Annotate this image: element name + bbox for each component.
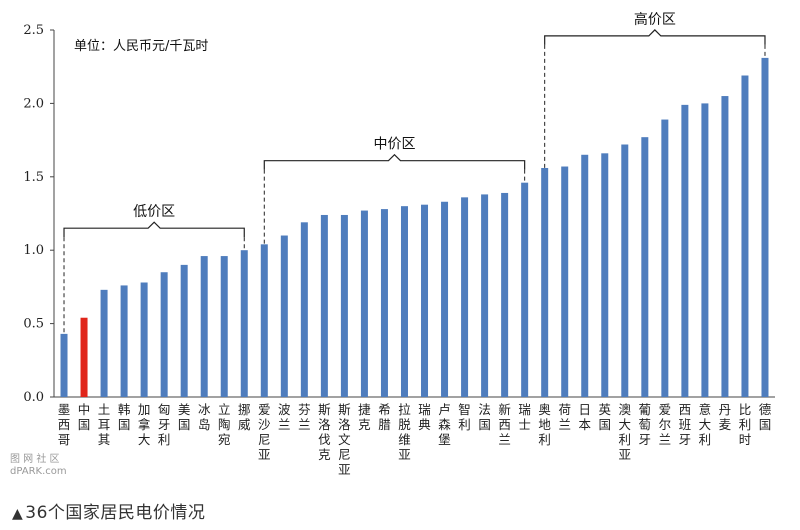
bar bbox=[220, 256, 228, 397]
region-label: 高价区 bbox=[634, 11, 676, 28]
x-category-label: 斯洛文尼亚 bbox=[338, 402, 351, 477]
caption-marker: ▲ bbox=[12, 506, 24, 522]
x-category-label: 韩国 bbox=[118, 402, 131, 432]
bar bbox=[741, 75, 749, 398]
x-category-label: 匈牙利 bbox=[158, 402, 171, 447]
bar bbox=[340, 214, 348, 397]
y-tick-label: 0.0 bbox=[23, 390, 44, 405]
y-tick-label: 2.0 bbox=[23, 96, 44, 111]
bar bbox=[400, 206, 408, 397]
region-label: 中价区 bbox=[373, 137, 415, 153]
x-category-label: 英国 bbox=[599, 402, 612, 432]
bar bbox=[501, 192, 509, 397]
bar bbox=[461, 197, 469, 397]
region-bracket: 低价区 bbox=[63, 204, 245, 334]
x-category-label: 智利 bbox=[458, 402, 471, 432]
y-tick-label: 1.5 bbox=[23, 170, 44, 185]
bar bbox=[200, 256, 208, 397]
unit-note: 单位：人民币元/千瓦时 bbox=[74, 39, 208, 54]
bar bbox=[120, 285, 128, 397]
figure-caption: ▲ 36个国家居民电价情况 bbox=[12, 498, 205, 523]
x-category-label: 法国 bbox=[478, 402, 491, 432]
region-label: 低价区 bbox=[133, 204, 175, 220]
bar bbox=[601, 153, 609, 397]
x-category-label: 加拿大 bbox=[138, 402, 151, 447]
bar bbox=[561, 166, 569, 397]
x-category-label: 比利时 bbox=[739, 402, 752, 447]
region-bracket: 高价区 bbox=[544, 11, 766, 168]
x-category-label: 捷克 bbox=[358, 402, 371, 432]
bar bbox=[761, 57, 769, 397]
x-category-label: 挪威 bbox=[238, 402, 251, 432]
x-category-label: 爱尔兰 bbox=[659, 402, 672, 447]
x-category-label: 葡萄牙 bbox=[639, 402, 652, 447]
bar bbox=[280, 235, 288, 397]
watermark-line2: dPARK.com bbox=[10, 466, 67, 477]
bar bbox=[721, 96, 729, 397]
bars bbox=[60, 57, 769, 398]
caption-text: 36个国家居民电价情况 bbox=[25, 503, 206, 523]
x-category-label: 丹麦 bbox=[719, 402, 732, 432]
y-tick-labels: 0.0 0.5 1.0 1.5 2.0 2.5 bbox=[23, 23, 44, 405]
bar bbox=[140, 282, 148, 397]
x-category-label: 瑞典 bbox=[418, 402, 431, 432]
x-category-label: 波兰 bbox=[278, 402, 291, 432]
bar bbox=[621, 144, 629, 397]
x-category-label: 瑞士 bbox=[518, 402, 531, 432]
bar bbox=[441, 201, 449, 397]
category-labels: 墨西哥中国土耳其韩国加拿大匈牙利美国冰岛立陶宛挪威爱沙尼亚波兰芬兰斯洛伐克斯洛文… bbox=[58, 402, 772, 477]
bar bbox=[100, 289, 108, 397]
y-tick-label: 0.5 bbox=[23, 317, 44, 332]
bar bbox=[60, 333, 68, 397]
bar bbox=[160, 272, 168, 397]
x-category-label: 荷兰 bbox=[558, 402, 571, 432]
bar-chart: 0.0 0.5 1.0 1.5 2.0 2.5 墨西哥中国土耳其韩国加拿大匈牙利美国冰岛立… bbox=[23, 11, 775, 477]
x-category-label: 日本 bbox=[578, 402, 591, 432]
x-category-label: 中国 bbox=[78, 402, 91, 432]
x-category-label: 西班牙 bbox=[679, 402, 692, 447]
x-category-label: 卢森堡 bbox=[438, 402, 451, 447]
bar bbox=[360, 210, 368, 397]
x-category-label: 爱沙尼亚 bbox=[258, 402, 271, 462]
x-category-label: 立陶宛 bbox=[218, 402, 231, 447]
bar bbox=[421, 204, 429, 397]
x-category-label: 美国 bbox=[178, 402, 191, 432]
bar bbox=[300, 222, 308, 397]
bar bbox=[320, 214, 328, 397]
x-category-label: 斯洛伐克 bbox=[318, 402, 331, 462]
bar bbox=[380, 209, 388, 397]
bar bbox=[701, 103, 709, 398]
bar bbox=[240, 250, 248, 397]
axes bbox=[50, 29, 775, 398]
x-category-label: 芬兰 bbox=[298, 402, 311, 432]
bar bbox=[180, 264, 188, 397]
bar bbox=[661, 119, 669, 397]
x-category-label: 德国 bbox=[759, 402, 772, 432]
bar bbox=[581, 154, 589, 397]
price-regions: 低价区 中价区 高价区 bbox=[63, 11, 766, 334]
x-category-label: 新西兰 bbox=[498, 402, 511, 447]
y-tick-label: 1.0 bbox=[23, 243, 44, 258]
region-bracket: 中价区 bbox=[263, 137, 526, 245]
x-category-label: 奥地利 bbox=[538, 402, 551, 447]
x-category-label: 澳大利亚 bbox=[619, 402, 632, 462]
bar bbox=[481, 194, 489, 397]
x-category-label: 冰岛 bbox=[198, 402, 211, 432]
x-category-label: 意大利 bbox=[699, 402, 712, 447]
x-category-label: 希腊 bbox=[378, 402, 391, 432]
watermark: 图 网 社 区 dPARK.com bbox=[10, 454, 67, 478]
bar bbox=[641, 137, 649, 397]
bar bbox=[681, 104, 689, 398]
x-category-label: 土耳其 bbox=[98, 402, 111, 447]
bar bbox=[80, 317, 88, 397]
watermark-line1: 图 网 社 区 bbox=[10, 454, 60, 465]
bar bbox=[260, 244, 268, 397]
x-category-label: 墨西哥 bbox=[58, 402, 71, 447]
x-category-label: 拉脱维亚 bbox=[398, 402, 411, 462]
bar bbox=[521, 182, 529, 397]
bar bbox=[541, 167, 549, 397]
y-tick-label: 2.5 bbox=[23, 23, 44, 38]
